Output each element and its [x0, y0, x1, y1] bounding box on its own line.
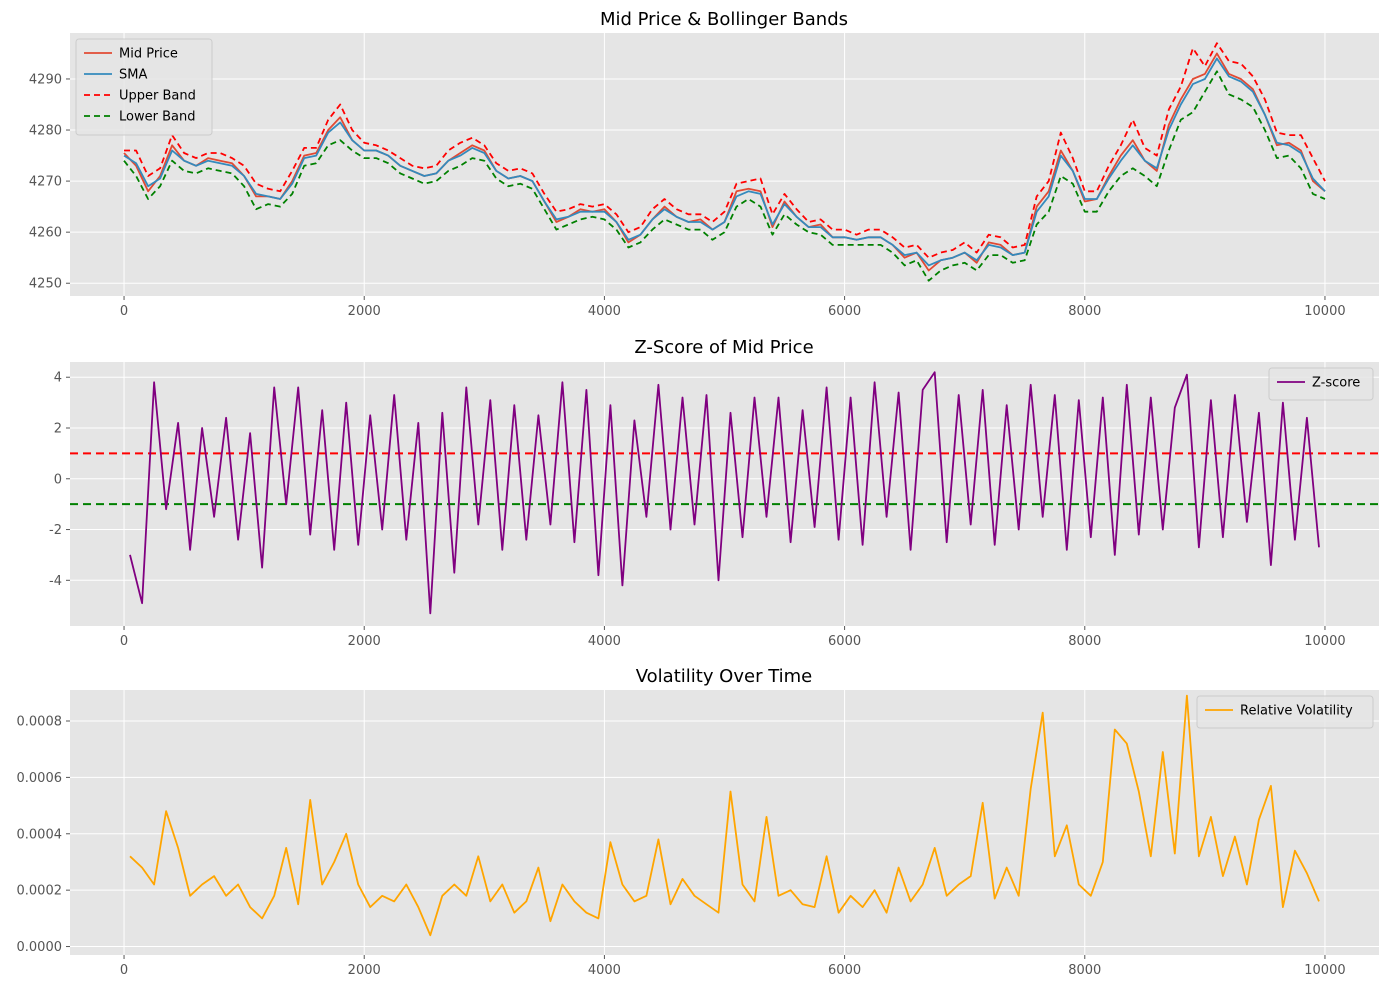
bollinger-series-upper-band [124, 42, 1326, 259]
volatility-x-tick-label: 4000 [588, 963, 621, 978]
plot-title-volatility: Volatility Over Time [636, 666, 813, 687]
bollinger-x-tick-label: 6000 [828, 304, 861, 319]
bollinger-x-tick-label: 10000 [1304, 304, 1345, 319]
volatility-x-tick-label: 8000 [1068, 963, 1101, 978]
volatility-legend-label: Relative Volatility [1240, 704, 1353, 719]
bollinger-x-tick-label: 8000 [1068, 304, 1101, 319]
zscore-legend-label: Z-score [1312, 376, 1360, 391]
bollinger-series-sma [123, 57, 1326, 267]
plot-title-zscore: Z-Score of Mid Price [634, 337, 813, 358]
bollinger-x-tick-label: 0 [120, 304, 128, 319]
bollinger-series-lower-band [123, 70, 1326, 282]
zscore-y-tick-label: 4 [54, 371, 62, 386]
bollinger-legend-label: Lower Band [119, 110, 195, 125]
volatility-legend: Relative Volatility [1196, 695, 1374, 729]
bollinger-legend: Mid Price SMA Upper Band Lower Band [75, 38, 213, 136]
volatility-panel: Volatility Over Time 0 2000 4000 6000 8000 10… [17, 666, 1379, 978]
volatility-y-tick-label: 0.0002 [17, 884, 63, 899]
volatility-y-tick-label: 0.0006 [17, 771, 63, 786]
bollinger-x-tick-label: 2000 [348, 304, 381, 319]
bollinger-legend-label: Upper Band [119, 89, 196, 104]
volatility-legend-box [1196, 695, 1374, 729]
zscore-x-tick-label: 2000 [348, 634, 381, 649]
bollinger-legend-box [75, 38, 213, 136]
zscore-x-tick-label: 10000 [1304, 634, 1345, 649]
zscore-x-tick-label: 0 [120, 634, 128, 649]
volatility-y-tick-label: 0.0000 [17, 940, 63, 955]
volatility-plot-area [70, 690, 1379, 955]
zscore-y-tick-label: 2 [54, 422, 62, 437]
zscore-x-tick-label: 4000 [588, 634, 621, 649]
bollinger-y-tick-label: 4250 [29, 277, 62, 292]
volatility-y-tick-label: 0.0008 [17, 715, 63, 730]
bollinger-y-tick-label: 4260 [29, 226, 62, 241]
plot-title-bollinger: Mid Price & Bollinger Bands [600, 9, 848, 30]
zscore-x-tick-label: 6000 [828, 634, 861, 649]
zscore-y-tick-label: -4 [49, 574, 62, 589]
zscore-panel: Z-Score of Mid Price 0 2000 4000 6000 8000 10… [49, 337, 1379, 649]
volatility-x-tick-label: 2000 [348, 963, 381, 978]
zscore-legend-box [1268, 367, 1374, 401]
volatility-x-tick-label: 10000 [1304, 963, 1345, 978]
bollinger-y-tick-label: 4280 [29, 124, 62, 139]
volatility-y-tick-label: 0.0004 [17, 827, 63, 842]
zscore-y-tick-label: 0 [54, 472, 62, 487]
bollinger-legend-label: Mid Price [119, 47, 178, 62]
bollinger-plot-area [70, 33, 1379, 296]
zscore-y-tick-label: -2 [49, 523, 62, 538]
bollinger-y-tick-label: 4270 [29, 175, 62, 190]
bollinger-legend-label: SMA [119, 68, 147, 83]
volatility-x-tick-label: 6000 [828, 963, 861, 978]
zscore-series-z-score [129, 371, 1320, 615]
zscore-legend: Z-score [1268, 367, 1374, 401]
volatility-x-tick-label: 0 [120, 963, 128, 978]
bollinger-panel: Mid Price & Bollinger Bands 0 2000 4000 600… [29, 9, 1379, 319]
volatility-series-relative-volatility [129, 694, 1320, 937]
bollinger-y-tick-label: 4290 [29, 72, 62, 87]
zscore-x-tick-label: 8000 [1068, 634, 1101, 649]
bollinger-x-tick-label: 4000 [588, 304, 621, 319]
